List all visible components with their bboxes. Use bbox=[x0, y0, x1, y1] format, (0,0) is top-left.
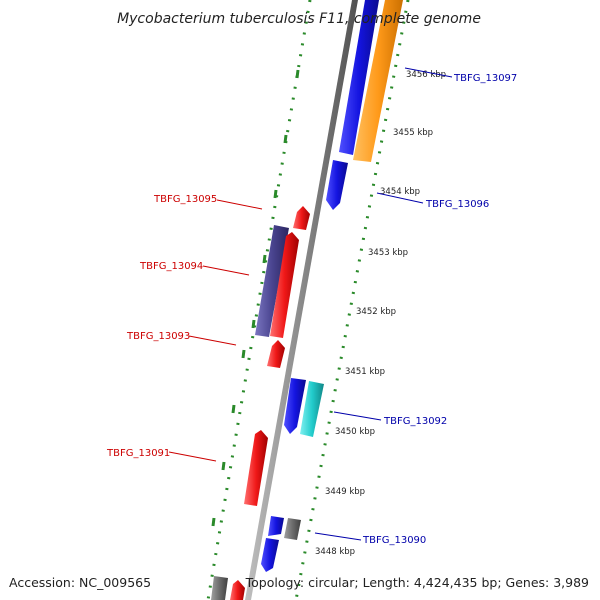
tick-label: 3453 kbp bbox=[368, 248, 408, 258]
gene-arrow-red-13091 bbox=[244, 430, 268, 506]
gene-label-13090: TBFG_13090 bbox=[362, 535, 426, 546]
gene-arrow-cyan-13092 bbox=[300, 381, 324, 437]
gene-label-13091: TBFG_13091 bbox=[106, 448, 170, 459]
gene-arrow-blue-13090-a bbox=[268, 516, 284, 536]
gene-arrow-blue-top bbox=[339, 0, 379, 155]
gene-arrows bbox=[211, 0, 403, 600]
gene-arrow-red-13093 bbox=[267, 340, 285, 368]
tick-label: 3451 kbp bbox=[345, 367, 385, 377]
gene-labels: TBFG_13097 TBFG_13096 TBFG_13095 TBFG_13… bbox=[106, 73, 517, 546]
tick-label: 3450 kbp bbox=[335, 427, 375, 437]
gene-arrow-red-bottom bbox=[230, 580, 245, 600]
gene-label-13096: TBFG_13096 bbox=[425, 199, 489, 210]
gene-arrow-gray-13090 bbox=[284, 518, 301, 540]
gene-arrow-blue-13090-b bbox=[261, 538, 279, 572]
label-leader-lines bbox=[168, 67, 453, 541]
map-title: Mycobacterium tuberculosis F11, complete… bbox=[117, 11, 481, 27]
tick-label: 3456 kbp bbox=[406, 70, 446, 80]
tick-label: 3455 kbp bbox=[393, 128, 433, 138]
tick-label: 3449 kbp bbox=[325, 487, 365, 497]
gene-label-13095: TBFG_13095 bbox=[153, 194, 217, 205]
accession-text: Accession: NC_009565 bbox=[9, 575, 151, 590]
gene-arrow-red-13095 bbox=[293, 206, 310, 230]
gene-arrow-blue-13096 bbox=[326, 160, 348, 210]
gene-label-13097: TBFG_13097 bbox=[453, 73, 517, 84]
genome-summary-text: Topology: circular; Length: 4,424,435 bp… bbox=[245, 575, 589, 590]
gene-arrow-orange bbox=[353, 0, 403, 162]
gene-label-13092: TBFG_13092 bbox=[383, 416, 447, 427]
inner-ring-dotted-line bbox=[206, 0, 312, 600]
gene-arrow-gray-bottom bbox=[211, 576, 228, 600]
tick-label: 3452 kbp bbox=[356, 307, 396, 317]
ring-dash-marks bbox=[211, 69, 300, 527]
tick-label: 3448 kbp bbox=[315, 547, 355, 557]
tick-label: 3454 kbp bbox=[380, 187, 420, 197]
kbp-tick-labels: 3456 kbp 3455 kbp 3454 kbp 3453 kbp 3452… bbox=[315, 70, 446, 557]
gene-label-13094: TBFG_13094 bbox=[139, 261, 203, 272]
gene-arrow-red-long bbox=[270, 232, 299, 338]
genome-backbone bbox=[245, 0, 358, 600]
gene-arrow-purple-13094 bbox=[255, 225, 289, 337]
gene-arrow-blue-13092 bbox=[284, 378, 306, 434]
gene-label-13093: TBFG_13093 bbox=[126, 331, 190, 342]
